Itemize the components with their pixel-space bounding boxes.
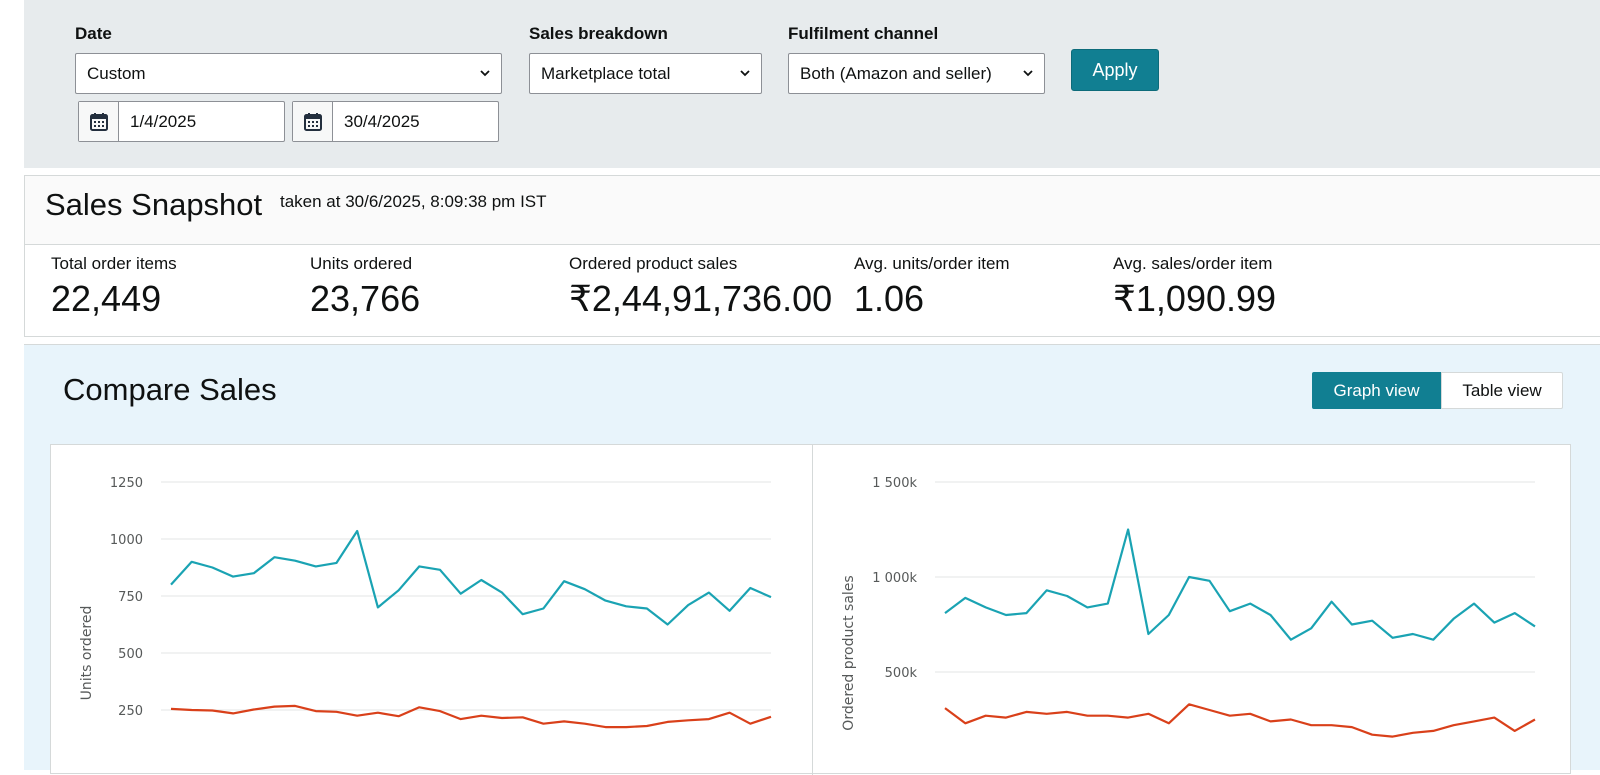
fulfilment-channel-select[interactable]: Both (Amazon and seller) xyxy=(788,53,1045,94)
compare-sales-title: Compare Sales xyxy=(63,372,277,407)
start-date-field[interactable]: 1/4/2025 xyxy=(78,101,285,142)
filter-bar: Date Custom 1/4/2025 30/4/2025 Sales bre… xyxy=(24,0,1600,168)
snapshot-header: Sales Snapshot taken at 30/6/2025, 8:09:… xyxy=(25,176,1600,245)
compare-sales-panel: Compare Sales Graph view Table view 1250… xyxy=(24,344,1600,775)
series-line-0[interactable] xyxy=(944,528,1536,641)
units-ordered-chart: 1250 1000 750 500 250 Units ordered xyxy=(79,476,772,729)
end-date-field[interactable]: 30/4/2025 xyxy=(292,101,499,142)
calendar-icon[interactable] xyxy=(79,102,119,141)
metric-units-ordered: Units ordered 23,766 xyxy=(310,254,420,320)
fulfilment-channel-label: Fulfilment channel xyxy=(788,24,939,43)
y-tick-label: 500k xyxy=(885,666,918,681)
chevron-down-icon xyxy=(480,70,490,77)
left-gutter xyxy=(0,0,24,770)
y-tick-label: 1 000k xyxy=(872,571,917,586)
metric-label: Ordered product sales xyxy=(569,254,738,273)
metric-value: 23,766 xyxy=(310,278,421,319)
graph-view-button[interactable]: Graph view xyxy=(1312,372,1441,409)
metric-value: ₹2,44,91,736.00 xyxy=(569,278,833,319)
snapshot-timestamp: taken at 30/6/2025, 8:09:38 pm IST xyxy=(280,192,547,211)
table-view-button[interactable]: Table view xyxy=(1441,372,1563,409)
series-line-0[interactable] xyxy=(170,529,772,626)
metric-value: 22,449 xyxy=(51,278,162,319)
date-label: Date xyxy=(75,24,112,43)
metric-label: Units ordered xyxy=(310,254,413,273)
apply-button[interactable]: Apply xyxy=(1071,49,1159,91)
metric-label: Avg. units/order item xyxy=(854,254,1010,273)
date-range-value: Custom xyxy=(87,64,146,83)
chart-divider xyxy=(812,445,813,775)
chevron-down-icon xyxy=(740,70,750,77)
metric-value: 1.06 xyxy=(854,278,925,319)
charts-container: 1250 1000 750 500 250 Units ordered 1 500k 1 0… xyxy=(50,444,1571,775)
sales-breakdown-select[interactable]: Marketplace total xyxy=(529,53,762,94)
metric-avg-units-per-order-item: Avg. units/order item 1.06 xyxy=(854,254,1010,320)
chevron-down-icon xyxy=(1023,70,1033,77)
y-axis-label: Units ordered xyxy=(79,606,95,701)
metric-total-order-items: Total order items 22,449 xyxy=(51,254,177,320)
y-axis-label: Ordered product sales xyxy=(841,575,857,730)
date-range-select[interactable]: Custom xyxy=(75,53,502,94)
y-tick-label: 1250 xyxy=(110,476,143,491)
sales-snapshot-panel: Sales Snapshot taken at 30/6/2025, 8:09:… xyxy=(24,175,1600,337)
snapshot-title: Sales Snapshot xyxy=(45,187,263,222)
y-tick-label: 250 xyxy=(118,704,143,719)
metric-value: ₹1,090.99 xyxy=(1113,278,1277,319)
metric-avg-sales-per-order-item: Avg. sales/order item ₹1,090.99 xyxy=(1113,254,1276,320)
fulfilment-channel-value: Both (Amazon and seller) xyxy=(800,64,992,83)
end-date-value: 30/4/2025 xyxy=(344,112,420,131)
y-tick-label: 750 xyxy=(118,590,143,605)
ordered-product-sales-chart: 1 500k 1 000k 500k Ordered product sales xyxy=(841,476,1536,738)
sales-breakdown-label: Sales breakdown xyxy=(529,24,668,43)
sales-breakdown-value: Marketplace total xyxy=(541,64,671,83)
y-tick-label: 1000 xyxy=(110,533,143,548)
start-date-value: 1/4/2025 xyxy=(130,112,197,131)
metric-label: Total order items xyxy=(51,254,177,273)
calendar-icon[interactable] xyxy=(293,102,333,141)
y-tick-label: 500 xyxy=(118,647,143,662)
series-line-1[interactable] xyxy=(170,704,772,729)
metric-ordered-product-sales: Ordered product sales ₹2,44,91,736.00 xyxy=(569,254,832,320)
metric-label: Avg. sales/order item xyxy=(1113,254,1273,273)
series-line-1[interactable] xyxy=(944,703,1536,738)
y-tick-label: 1 500k xyxy=(872,476,917,491)
